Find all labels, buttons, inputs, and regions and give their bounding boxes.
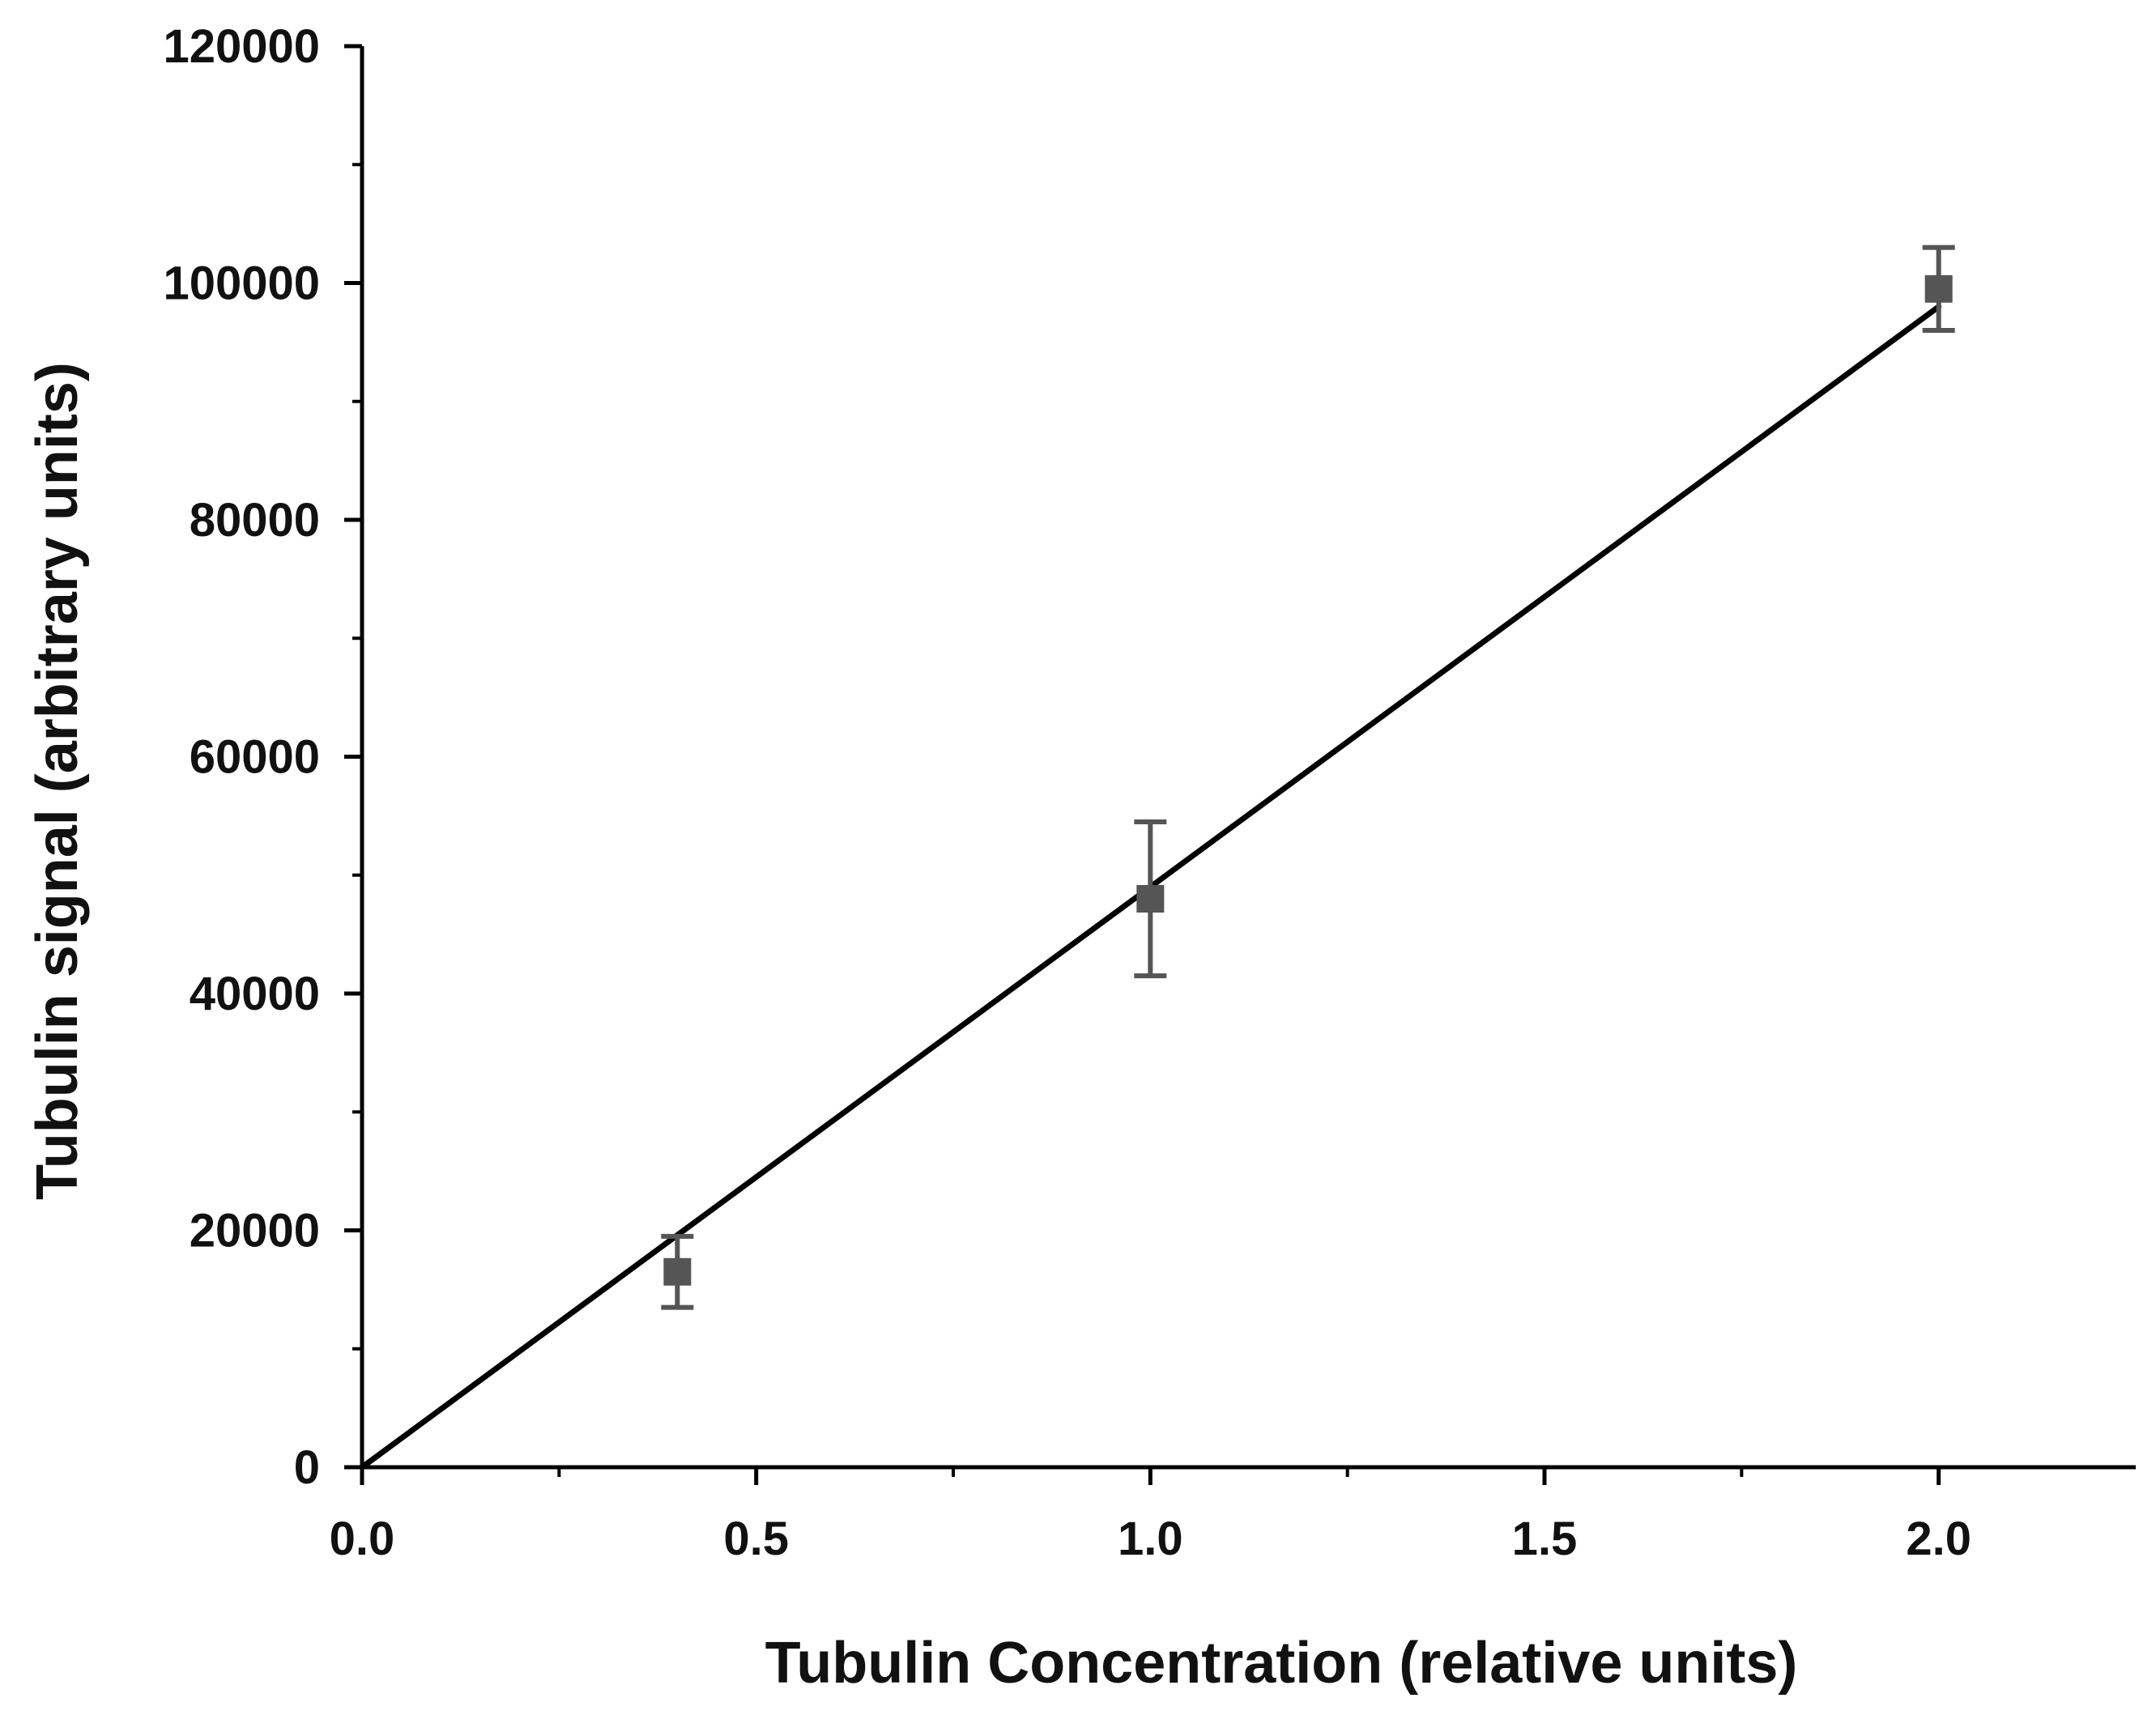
y-ticks: 0 20000 40000 60000 80000 100000 120000 xyxy=(163,20,362,1494)
data-point xyxy=(663,1258,692,1286)
y-tick-label: 120000 xyxy=(163,20,320,73)
data-points-layer xyxy=(663,274,1953,1286)
y-tick-label: 40000 xyxy=(190,968,320,1020)
y-tick-label: 60000 xyxy=(190,731,320,784)
data-point xyxy=(1924,274,1953,303)
x-tick-label: 2.0 xyxy=(1906,1513,1971,1565)
x-tick-label: 0.5 xyxy=(723,1513,789,1565)
y-tick-label: 20000 xyxy=(190,1205,320,1258)
x-tick-label: 1.0 xyxy=(1118,1513,1183,1565)
x-ticks: 0.0 0.5 1.0 1.5 2.0 xyxy=(330,1467,1971,1565)
error-bars-layer xyxy=(661,245,1955,1310)
x-tick-label: 0.0 xyxy=(330,1513,395,1565)
x-axis-title: Tubulin Concentration (relative units) xyxy=(765,1631,1798,1696)
y-tick-label: 0 xyxy=(294,1441,320,1494)
data-point xyxy=(1136,885,1165,913)
x-tick-label: 1.5 xyxy=(1512,1513,1578,1565)
axes-layer xyxy=(360,46,2136,1470)
y-tick-label: 100000 xyxy=(163,257,320,310)
y-axis-title: Tubulin signal (arbitrary units) xyxy=(25,362,90,1200)
y-tick-label: 80000 xyxy=(190,494,320,547)
